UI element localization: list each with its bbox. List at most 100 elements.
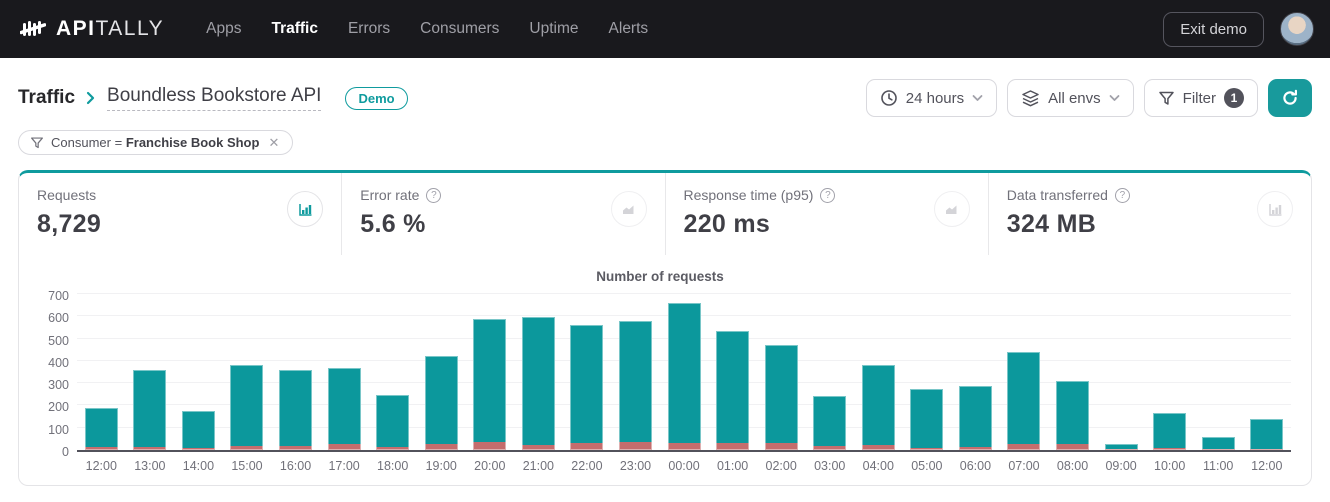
bar-segment-errors — [618, 442, 652, 450]
stat-response-time[interactable]: Response time (p95)? 220 ms — [666, 173, 989, 255]
chart-bar[interactable] — [279, 370, 313, 450]
chart-bar[interactable] — [181, 410, 215, 450]
main-nav: Apps Traffic Errors Consumers Uptime Ale… — [206, 20, 648, 38]
chart-bar[interactable] — [764, 345, 798, 450]
chart-bar[interactable] — [1201, 437, 1235, 450]
x-tick-label: 07:00 — [1008, 459, 1040, 473]
x-tick-label: 19:00 — [425, 459, 457, 473]
chart-bar[interactable] — [376, 395, 410, 450]
help-icon[interactable]: ? — [820, 187, 836, 203]
chart-bar[interactable] — [570, 325, 604, 450]
chart-bar[interactable] — [618, 321, 652, 450]
bar-segment-successful — [424, 355, 458, 444]
filter-button[interactable]: Filter 1 — [1143, 79, 1258, 117]
bar-segment-errors — [570, 443, 604, 450]
stat-value: 5.6 % — [360, 210, 426, 238]
bar-slot — [708, 296, 757, 450]
area-chart-icon[interactable] — [933, 191, 970, 227]
stat-error-rate[interactable]: Error rate? 5.6 % — [342, 173, 666, 255]
stat-value: 8,729 — [37, 210, 102, 238]
nav-item-apps[interactable]: Apps — [206, 20, 242, 37]
chart-bar[interactable] — [1007, 351, 1041, 450]
chart-bar[interactable] — [1250, 418, 1284, 450]
demo-badge: Demo — [345, 86, 408, 110]
bar-segment-successful — [1056, 380, 1090, 444]
user-avatar[interactable] — [1280, 12, 1314, 46]
filter-chip-text: Consumer = Franchise Book Shop — [51, 135, 260, 150]
y-tick-label: 300 — [48, 378, 69, 393]
bar-slot — [660, 296, 709, 450]
bar-segment-successful — [521, 317, 555, 445]
nav-item-traffic[interactable]: Traffic — [271, 20, 318, 37]
chart-bar[interactable] — [716, 331, 750, 450]
stat-data-transferred[interactable]: Data transferred? 324 MB — [989, 173, 1311, 255]
stat-value: 220 ms — [683, 210, 771, 238]
chart-bar[interactable] — [1104, 444, 1138, 450]
env-select-button[interactable]: All envs — [1007, 79, 1134, 117]
active-filter-chip[interactable]: Consumer = Franchise Book Shop ✕ — [18, 130, 294, 155]
bar-segment-successful — [667, 302, 701, 443]
nav-item-consumers[interactable]: Consumers — [420, 20, 500, 37]
bar-segment-errors — [667, 442, 701, 450]
bar-slot — [271, 296, 320, 450]
chart-bar[interactable] — [1153, 412, 1187, 450]
help-icon[interactable]: ? — [426, 187, 442, 203]
nav-item-alerts[interactable]: Alerts — [608, 20, 649, 37]
x-tick-label: 21:00 — [522, 459, 554, 473]
bar-segment-successful — [958, 386, 992, 447]
y-tick-label: 400 — [48, 355, 69, 370]
bar-segment-errors — [1153, 448, 1187, 450]
chart-bar[interactable] — [910, 388, 944, 450]
y-tick-label: 100 — [48, 422, 69, 437]
close-icon[interactable]: ✕ — [268, 135, 280, 150]
x-tick-label: 18:00 — [377, 459, 409, 473]
chart-bar[interactable] — [133, 370, 167, 450]
bar-slot — [757, 296, 806, 450]
chart-bar[interactable] — [813, 395, 847, 450]
layers-icon — [1022, 89, 1039, 106]
chart-bar[interactable] — [424, 355, 458, 450]
x-tick-label: 09:00 — [1105, 459, 1137, 473]
x-tick-label: 17:00 — [328, 459, 360, 473]
chart-bar[interactable] — [84, 407, 118, 450]
requests-chart: Number of requests 0 100 200 300 400 500 600 70… — [19, 255, 1311, 485]
chart-bar[interactable] — [473, 318, 507, 450]
chart-bar[interactable] — [521, 317, 555, 450]
bar-slot — [126, 296, 175, 450]
chart-bar[interactable] — [667, 302, 701, 450]
chart-bar[interactable] — [861, 365, 895, 450]
x-tick-label: 02:00 — [765, 459, 797, 473]
nav-item-errors[interactable]: Errors — [347, 20, 391, 37]
breadcrumb-app-name[interactable]: Boundless Bookstore API — [107, 85, 322, 111]
chart-plot — [77, 293, 1291, 452]
funnel-icon — [31, 136, 43, 148]
exit-demo-button[interactable]: Exit demo — [1163, 11, 1264, 47]
area-chart-icon[interactable] — [610, 191, 647, 227]
chart-bar[interactable] — [1056, 380, 1090, 450]
chart-bar[interactable] — [958, 386, 992, 450]
chart-bar[interactable] — [327, 367, 361, 450]
nav-item-uptime[interactable]: Uptime — [529, 20, 579, 37]
bar-chart-icon[interactable] — [287, 191, 324, 227]
bar-slot — [611, 296, 660, 450]
bar-segment-errors — [764, 442, 798, 450]
x-tick-label: 11:00 — [1203, 459, 1234, 473]
bar-segment-errors — [1104, 449, 1138, 450]
refresh-button[interactable] — [1268, 79, 1312, 117]
bar-chart-icon[interactable] — [1257, 191, 1293, 227]
bar-slot — [514, 296, 563, 450]
chart-bar[interactable] — [230, 364, 264, 450]
brand-name: APITALLY — [56, 17, 165, 40]
bar-segment-successful — [133, 370, 167, 448]
period-select-button[interactable]: 24 hours — [865, 79, 998, 117]
bar-segment-errors — [521, 444, 555, 450]
bar-segment-errors — [958, 446, 992, 450]
chevron-right-icon — [85, 90, 97, 106]
top-navbar: APITALLY Apps Traffic Errors Consumers U… — [0, 0, 1330, 58]
bar-slot — [951, 296, 1000, 450]
bar-slot — [174, 296, 223, 450]
apitally-logo[interactable]: APITALLY — [20, 16, 164, 42]
help-icon[interactable]: ? — [1114, 187, 1130, 203]
stat-requests[interactable]: Requests 8,729 — [19, 173, 343, 255]
bar-segment-successful — [1153, 412, 1187, 449]
